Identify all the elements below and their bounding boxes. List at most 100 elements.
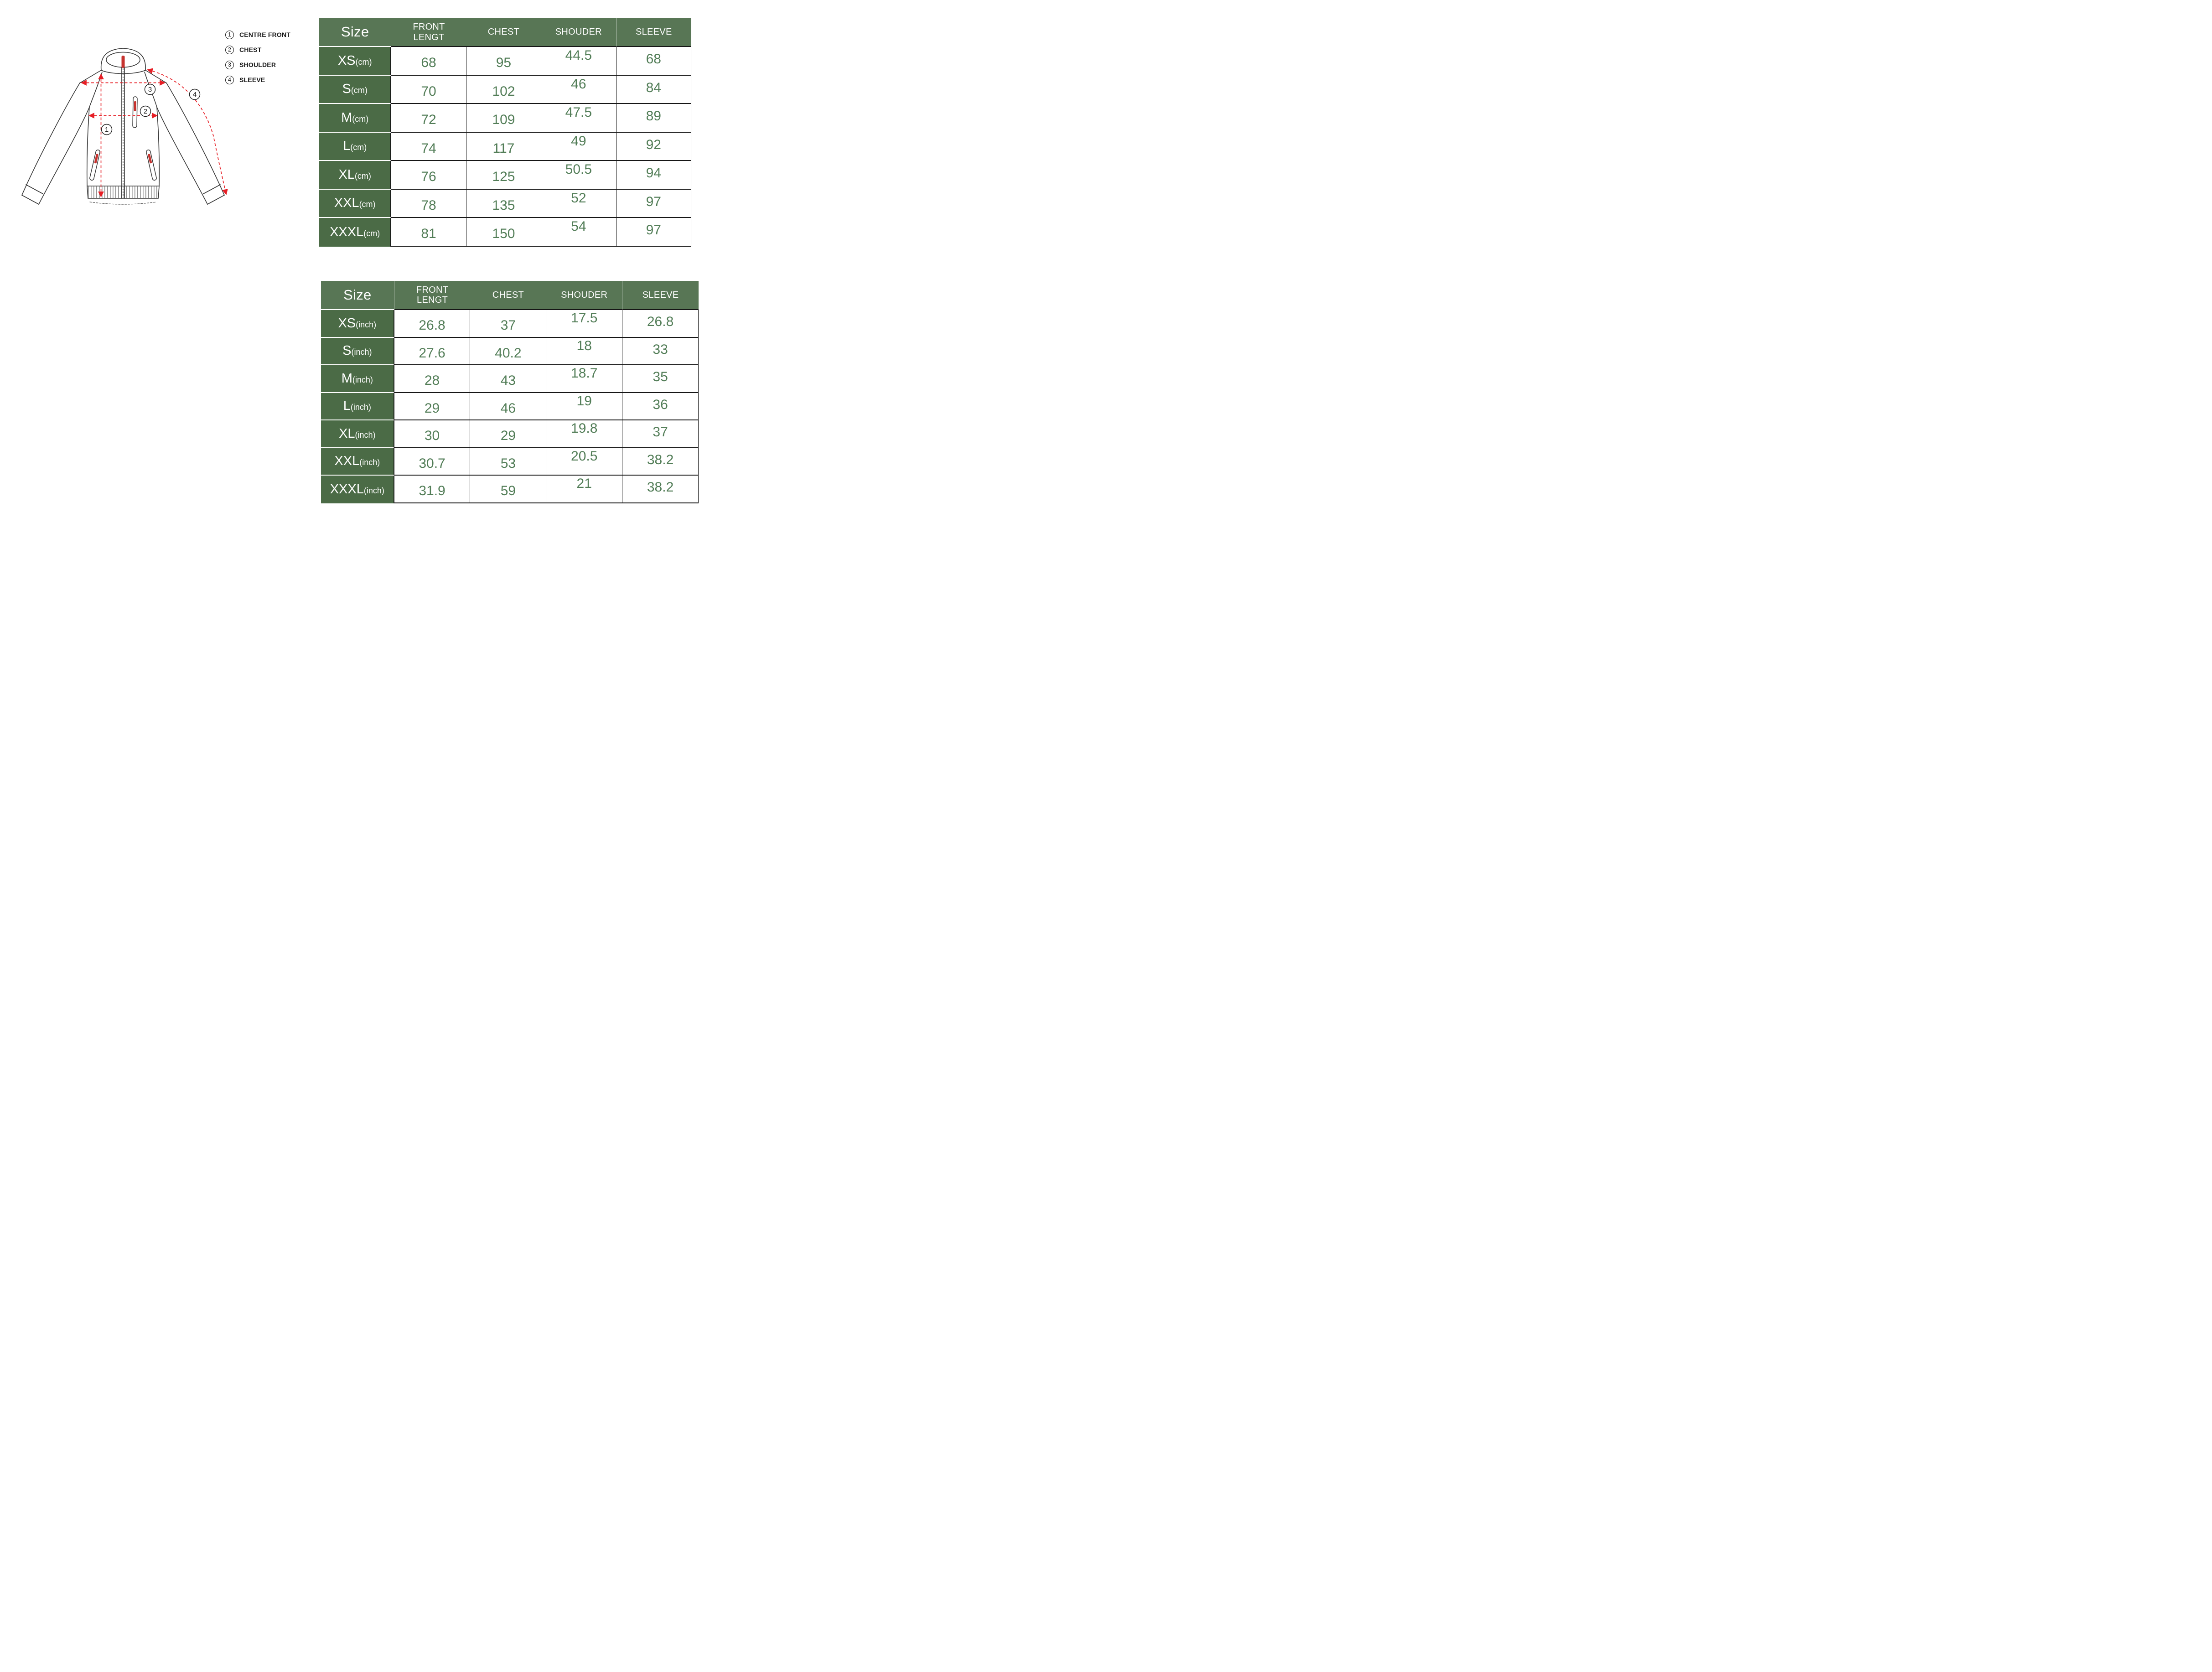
size-row-label: XXXL(inch) <box>321 476 394 503</box>
left-pocket-zipper-pull <box>94 154 98 164</box>
header-row: Size FRONT LENGT CHEST SHOUDER SLEEVE <box>321 281 699 310</box>
measurement-value: 19 <box>546 393 623 420</box>
measurement-value: 47.5 <box>541 104 616 133</box>
measurement-value: 78 <box>391 189 466 218</box>
size-column-header: Size <box>321 281 394 310</box>
right-sleeve <box>156 83 225 205</box>
measurement-value: 21 <box>546 476 623 503</box>
measurement-value: 33 <box>622 337 699 365</box>
svg-text:4: 4 <box>193 91 197 98</box>
measurement-value: 89 <box>616 104 691 133</box>
measurement-value: 92 <box>616 132 691 161</box>
size-chart-page: 1 2 3 4 1 CENTRE FRONT <box>0 0 715 540</box>
callout-sleeve: 4 <box>189 88 201 100</box>
measurement-value: 38.2 <box>622 448 699 476</box>
measurement-value: 40.2 <box>470 337 547 365</box>
measurement-value: 117 <box>466 132 542 161</box>
table-row: S(cm) 70 102 46 84 <box>319 75 691 104</box>
measurement-value: 54 <box>541 218 616 247</box>
legend-item-centre-front: 1 CENTRE FRONT <box>225 30 290 39</box>
measurement-value: 97 <box>616 218 691 247</box>
table-row: XL(inch) 30 29 19.8 37 <box>321 420 699 448</box>
measurement-value: 37 <box>470 310 547 338</box>
measurement-value: 30.7 <box>394 448 471 476</box>
measurement-value: 27.6 <box>394 337 471 365</box>
left-sleeve <box>21 83 90 205</box>
measurement-value: 68 <box>391 47 466 76</box>
callout-centre-front: 1 <box>101 124 113 135</box>
svg-text:2: 2 <box>144 108 147 115</box>
table-row: M(cm) 72 109 47.5 89 <box>319 104 691 133</box>
size-row-label: S(cm) <box>319 75 392 104</box>
measurement-value: 18 <box>546 337 623 365</box>
measurement-value: 135 <box>466 189 542 218</box>
measurement-value: 36 <box>622 393 699 420</box>
measurement-value: 31.9 <box>394 476 471 503</box>
measurement-value: 81 <box>391 218 466 247</box>
size-row-label: M(inch) <box>321 365 394 393</box>
column-header: FRONT LENGT <box>394 281 471 310</box>
measurement-value: 59 <box>470 476 547 503</box>
size-row-label: XS(cm) <box>319 47 392 76</box>
jacket-diagram: 1 2 3 4 <box>0 0 255 214</box>
column-header: SHOUDER <box>546 281 623 310</box>
table-row: XL(cm) 76 125 50.5 94 <box>319 161 691 190</box>
measurement-value: 109 <box>466 104 542 133</box>
size-row-label: XL(inch) <box>321 420 394 448</box>
hem-ribbing <box>87 186 160 205</box>
measurement-value: 46 <box>541 75 616 104</box>
circled-number-icon: 1 <box>225 30 234 39</box>
zipper-pull <box>121 56 125 68</box>
measurement-value: 102 <box>466 75 542 104</box>
body-left-seam <box>86 107 90 186</box>
svg-text:1: 1 <box>105 126 109 134</box>
right-shoulder-seam <box>145 70 167 83</box>
column-header: FRONT LENGT <box>391 18 466 47</box>
measurement-value: 46 <box>470 393 547 420</box>
size-row-label: L(cm) <box>319 132 392 161</box>
table-row: XXL(inch) 30.7 53 20.5 38.2 <box>321 448 699 476</box>
callout-shoulder: 3 <box>144 83 156 95</box>
size-row-label: XXXL(cm) <box>319 218 392 247</box>
measurement-value: 125 <box>466 161 542 190</box>
table-row: XS(cm) 68 95 44.5 68 <box>319 47 691 76</box>
jacket-illustration: 1 2 3 4 <box>21 48 228 205</box>
measurement-value: 38.2 <box>622 476 699 503</box>
measurement-value: 72 <box>391 104 466 133</box>
circled-number-icon: 2 <box>225 45 234 54</box>
measurement-value: 29 <box>394 393 471 420</box>
table-row: L(cm) 74 117 49 92 <box>319 132 691 161</box>
legend-item-sleeve: 4 SLEEVE <box>225 75 290 84</box>
column-header: SHOUDER <box>541 18 616 47</box>
left-raglan-seam <box>89 72 103 108</box>
measurement-value: 76 <box>391 161 466 190</box>
front-zipper <box>121 67 125 199</box>
legend-label: CHEST <box>239 46 262 53</box>
measurement-value: 29 <box>470 420 547 448</box>
measurement-value: 97 <box>616 189 691 218</box>
callout-chest: 2 <box>140 105 151 117</box>
size-row-label: L(inch) <box>321 393 394 420</box>
size-row-label: S(inch) <box>321 337 394 365</box>
table-row: XS(inch) 26.8 37 17.5 26.8 <box>321 310 699 338</box>
measurement-value: 35 <box>622 365 699 393</box>
measurement-value: 84 <box>616 75 691 104</box>
table-row: XXXL(cm) 81 150 54 97 <box>319 218 691 247</box>
measurement-value: 70 <box>391 75 466 104</box>
measurement-value: 19.8 <box>546 420 623 448</box>
measurement-value: 26.8 <box>394 310 471 338</box>
measurement-value: 95 <box>466 47 542 76</box>
measurement-value: 68 <box>616 47 691 76</box>
jacket-outline <box>21 48 225 205</box>
size-row-label: XXL(cm) <box>319 189 392 218</box>
measurement-value: 94 <box>616 161 691 190</box>
measurement-value: 26.8 <box>622 310 699 338</box>
measurement-value: 43 <box>470 365 547 393</box>
column-header: SLEEVE <box>616 18 691 47</box>
body-right-seam <box>156 107 160 186</box>
column-header: CHEST <box>466 18 542 47</box>
measurement-value: 20.5 <box>546 448 623 476</box>
table-row: L(inch) 29 46 19 36 <box>321 393 699 420</box>
left-shoulder-seam <box>79 70 102 83</box>
legend-label: CENTRE FRONT <box>239 31 291 38</box>
